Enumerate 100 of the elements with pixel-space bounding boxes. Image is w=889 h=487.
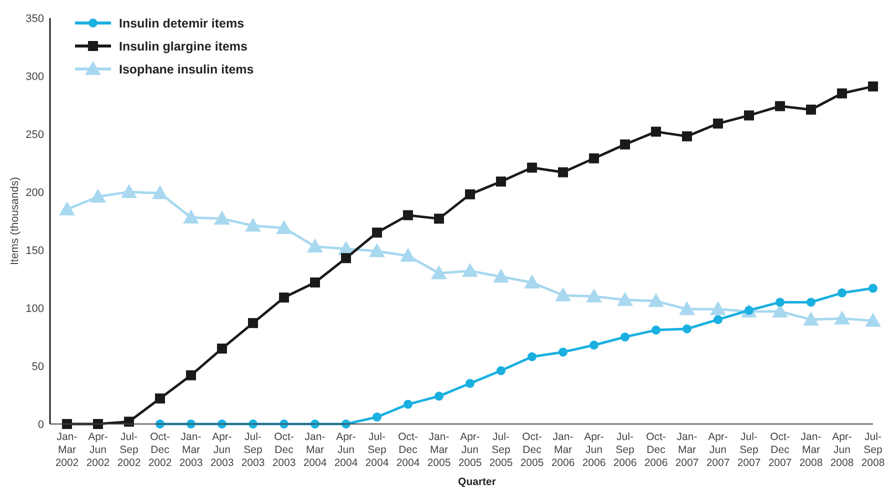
- point: [400, 248, 416, 262]
- point: [620, 139, 630, 150]
- point: [837, 88, 847, 98]
- point: [524, 274, 540, 288]
- x-tick-label: Jan-Mar 2005: [427, 431, 451, 469]
- x-tick-label: Apr-Jun 2007: [706, 431, 730, 469]
- point: [493, 268, 509, 283]
- point: [496, 366, 506, 376]
- point: [558, 167, 568, 178]
- point: [648, 293, 664, 308]
- point: [527, 162, 537, 173]
- point: [744, 110, 754, 120]
- x-tick-label: Apr-Jun 2002: [86, 431, 110, 469]
- point: [651, 126, 661, 137]
- x-tick-label: Jan-Mar 2006: [551, 431, 575, 469]
- x-tick-label: Jul-Sep 2007: [737, 431, 761, 469]
- x-tick-label: Apr-Jun 2008: [830, 431, 854, 469]
- point: [555, 287, 571, 302]
- point: [121, 184, 137, 198]
- point: [710, 301, 726, 316]
- point: [245, 218, 261, 232]
- x-tick-label: Jan-Mar 2004: [303, 431, 327, 469]
- x-tick-label: Oct-Dec 2006: [644, 431, 668, 469]
- x-tick-label: Jul-Sep 2005: [489, 431, 513, 469]
- point: [679, 301, 695, 316]
- point: [865, 312, 881, 327]
- point: [868, 284, 878, 293]
- point: [62, 419, 72, 429]
- y-tick-label: 350: [26, 12, 44, 25]
- y-tick-label: 200: [26, 186, 44, 199]
- y-tick-label: 300: [26, 70, 44, 83]
- y-tick-label: 50: [32, 360, 44, 373]
- point: [341, 253, 351, 264]
- point: [369, 243, 385, 258]
- point: [682, 324, 692, 334]
- point: [496, 176, 506, 187]
- point: [217, 344, 227, 354]
- point: [528, 352, 536, 362]
- x-tick-label: Oct-Dec 2007: [768, 431, 792, 469]
- legend-label: Insulin detemir items: [119, 16, 244, 30]
- point: [834, 310, 850, 324]
- legend-label: Isophane insulin items: [119, 62, 254, 76]
- point: [124, 416, 134, 427]
- point: [620, 332, 630, 342]
- point: [868, 81, 878, 92]
- point: [838, 288, 846, 298]
- x-axis-title: Quarter: [458, 476, 496, 487]
- point: [462, 262, 478, 277]
- point: [775, 101, 785, 112]
- point: [466, 378, 474, 388]
- y-tick-label: 0: [38, 418, 44, 431]
- point: [776, 298, 784, 307]
- point: [372, 228, 382, 238]
- point: [590, 340, 598, 350]
- point: [589, 153, 599, 164]
- point: [214, 210, 230, 225]
- point: [59, 201, 75, 216]
- x-tick-label: Apr-Jun 2004: [334, 431, 358, 469]
- x-tick-label: Jul-Sep 2006: [613, 431, 637, 469]
- point: [652, 326, 660, 335]
- y-tick-label: 150: [26, 244, 44, 257]
- x-tick-label: Oct-Dec 2004: [396, 431, 420, 469]
- point: [617, 292, 633, 306]
- x-tick-label: Jan-Mar 2003: [179, 431, 203, 469]
- point: [403, 210, 413, 220]
- point: [372, 412, 382, 422]
- point: [465, 189, 475, 200]
- y-tick-label: 250: [26, 128, 44, 141]
- point: [276, 220, 292, 234]
- x-tick-label: Jan-Mar 2007: [675, 431, 699, 469]
- x-tick-label: Jul-Sep 2004: [365, 431, 389, 469]
- x-tick-label: Jul-Sep 2008: [861, 431, 885, 469]
- point: [183, 210, 199, 224]
- point: [307, 238, 323, 253]
- x-tick-label: Jul-Sep 2002: [117, 431, 141, 469]
- y-tick-label: 100: [26, 302, 44, 315]
- x-tick-label: Jan-Mar 2002: [55, 431, 79, 469]
- point: [803, 312, 819, 326]
- point: [586, 288, 602, 302]
- point: [155, 393, 165, 404]
- point: [434, 214, 444, 224]
- x-tick-label: Apr-Jun 2006: [582, 431, 606, 469]
- legend-label: Insulin glargine items: [119, 39, 248, 54]
- x-tick-label: Oct-Dec 2005: [520, 431, 544, 469]
- point: [186, 370, 196, 380]
- point: [714, 315, 722, 324]
- point: [806, 104, 816, 115]
- point: [404, 400, 412, 409]
- point: [713, 118, 723, 129]
- y-axis-title: Items (thousands): [9, 176, 21, 266]
- x-tick-label: Apr-Jun 2003: [210, 431, 234, 469]
- x-tick-label: Jul-Sep 2003: [241, 431, 265, 469]
- x-tick-label: Oct-Dec 2002: [148, 431, 172, 469]
- point: [431, 265, 447, 280]
- x-tick-label: Apr-Jun 2005: [458, 431, 482, 469]
- point: [152, 185, 168, 200]
- x-tick-label: Jan-Mar 2008: [799, 431, 823, 469]
- point: [90, 188, 106, 203]
- point: [806, 298, 816, 307]
- point: [558, 348, 568, 357]
